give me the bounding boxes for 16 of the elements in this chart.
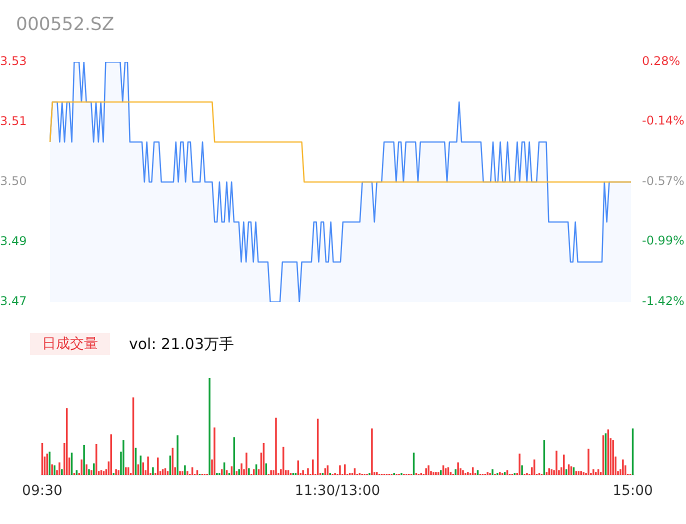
y2-tick-label: -0.57% (642, 174, 684, 188)
x-tick-label: 09:30 (22, 483, 62, 500)
y-tick-label: 3.51 (0, 114, 27, 128)
y-tick-label: 3.49 (0, 234, 27, 248)
chart-title: 000552.SZ (16, 14, 114, 35)
y2-tick-label: -1.42% (642, 294, 684, 308)
x-tick-label: 11:30/13:00 (294, 483, 380, 500)
y-tick-label: 3.50 (0, 174, 27, 188)
y-tick-label: 3.53 (0, 54, 27, 68)
x-tick-label: 15:00 (612, 483, 653, 500)
y-tick-label: 3.47 (0, 294, 27, 308)
y2-tick-label: -0.14% (642, 113, 684, 128)
y2-tick-label: -0.99% (642, 233, 684, 248)
y2-tick-label: 0.28% (642, 54, 680, 68)
chart-title: 日成交量 (30, 333, 110, 355)
chart-subtitle: vol: 21.03万手 (129, 334, 234, 355)
